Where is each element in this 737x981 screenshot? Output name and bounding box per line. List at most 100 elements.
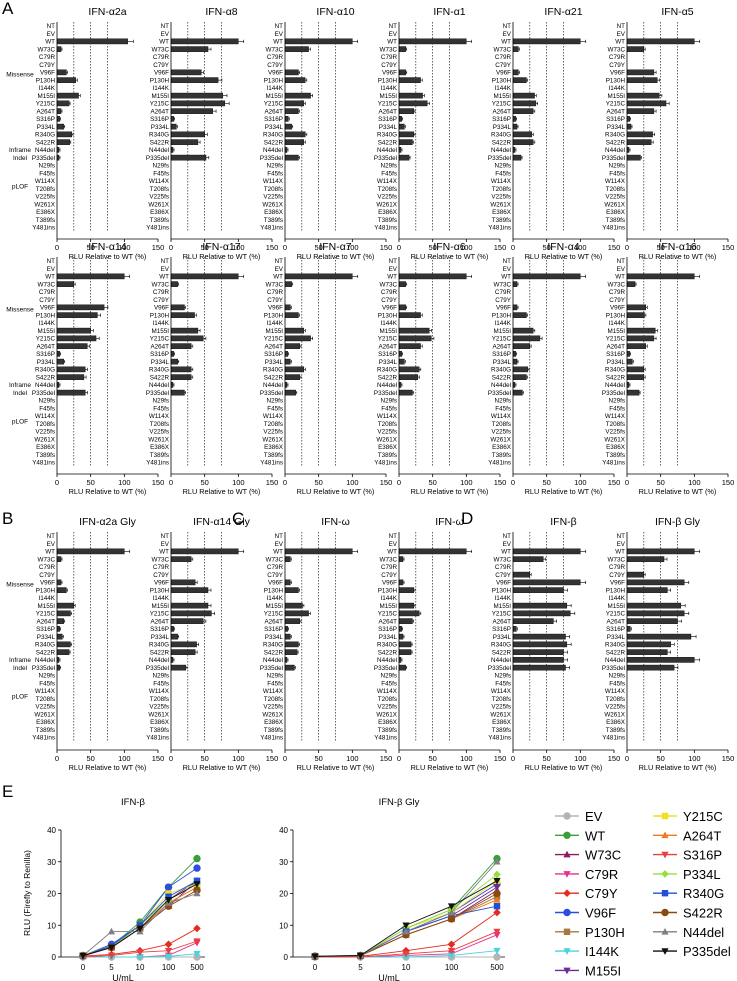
bar	[56, 273, 125, 280]
category-label: M155I	[379, 328, 397, 335]
category-label: Y481ins	[32, 735, 55, 742]
x-tick-label: 0	[397, 754, 401, 763]
category-label: C79Y	[609, 62, 626, 69]
category-label: WT	[273, 549, 283, 556]
bar	[398, 343, 421, 349]
legend-label: Y215C	[683, 809, 723, 824]
category-label: T389fs	[150, 217, 169, 224]
category-label: W73C	[494, 46, 512, 53]
category-label: S316P	[492, 351, 511, 358]
data-point	[661, 831, 669, 839]
category-label: S422R	[492, 649, 512, 656]
bar	[398, 92, 423, 99]
category-label: F45fs	[495, 680, 511, 687]
x-tick-label: 100	[118, 243, 131, 252]
category-label: P130H	[606, 77, 626, 84]
data-point	[107, 944, 116, 952]
legend-label: I144K	[585, 944, 619, 959]
category-label: W261X	[604, 711, 625, 718]
bar	[170, 327, 199, 334]
bar	[284, 664, 295, 671]
category-label: I144K	[267, 320, 284, 327]
category-label: T208fs	[150, 421, 169, 428]
bar	[512, 335, 541, 342]
x-tick-label: 100	[574, 754, 587, 763]
category-label: A264T	[36, 618, 55, 625]
category-label: M155I	[151, 93, 169, 100]
category-label: I144K	[609, 595, 626, 602]
category-label: P334L	[379, 124, 398, 131]
panel-title: IFN-α7	[319, 241, 351, 253]
line-panel-title: IFN-β Gly	[379, 797, 420, 808]
x-axis-label: U/mL	[112, 973, 134, 981]
category-label: W261X	[490, 711, 511, 718]
bar	[56, 304, 105, 311]
bar	[284, 374, 301, 380]
category-label: N29fs	[39, 163, 55, 170]
bar	[284, 139, 305, 145]
bar	[170, 602, 209, 609]
category-label: P335del	[32, 155, 55, 162]
group-label-indel: Inframe	[9, 657, 31, 664]
category-label: WT	[501, 549, 511, 556]
bar	[170, 626, 174, 632]
bar	[626, 123, 632, 130]
bar	[284, 633, 291, 640]
category-label: R340G	[35, 367, 55, 374]
category-label: P334L	[607, 359, 626, 366]
category-label: S422R	[150, 139, 170, 146]
bar	[170, 77, 219, 83]
bar	[398, 618, 413, 624]
bar	[170, 38, 239, 45]
data-point	[563, 871, 571, 878]
x-axis-label: RLU Relative to WT (%)	[69, 252, 147, 261]
x-tick-label: 0	[283, 243, 287, 252]
category-label: R340G	[35, 642, 55, 649]
category-label: W114X	[605, 178, 626, 185]
category-label: C79R	[381, 564, 398, 571]
category-label: Y215C	[36, 611, 56, 618]
x-tick-label: 50	[542, 754, 550, 763]
bar	[56, 38, 128, 45]
category-label: V225fs	[491, 194, 511, 201]
category-label: T208fs	[36, 421, 55, 428]
data-point	[447, 908, 456, 916]
category-label: E386X	[150, 444, 170, 451]
category-label: R340G	[605, 642, 625, 649]
category-label: P334L	[37, 124, 56, 131]
category-label: R340G	[35, 132, 55, 139]
category-label: I144K	[39, 320, 56, 327]
data-point	[402, 922, 410, 930]
bar	[512, 154, 522, 161]
bar	[512, 618, 554, 624]
y-tick-label: 0	[284, 953, 289, 962]
bar	[398, 389, 413, 396]
category-label: E386X	[378, 444, 398, 451]
category-label: F45fs	[39, 680, 55, 687]
category-label: V225fs	[491, 429, 511, 436]
legend-label: EV	[585, 809, 603, 824]
bar	[626, 633, 692, 640]
category-label: T389fs	[36, 217, 55, 224]
category-label: WT	[387, 274, 397, 281]
category-label: P130H	[492, 312, 512, 319]
category-label: S422R	[150, 374, 170, 381]
category-label: N29fs	[609, 398, 625, 405]
y-tick-label: 30	[47, 858, 56, 867]
category-label: F45fs	[267, 680, 283, 687]
data-point	[563, 889, 571, 897]
category-label: EV	[617, 266, 626, 273]
category-label: WT	[273, 274, 283, 281]
category-label: Y481ins	[602, 735, 625, 742]
category-label: WT	[159, 39, 169, 46]
bar	[512, 626, 517, 632]
category-label: V96F	[382, 70, 397, 77]
panel-label-C: C	[232, 509, 244, 528]
category-label: C79R	[267, 289, 284, 296]
category-label: V96F	[40, 70, 55, 77]
x-tick-label: 50	[86, 754, 94, 763]
category-label: I144K	[39, 595, 56, 602]
category-label: NT	[275, 258, 284, 265]
category-label: S316P	[150, 116, 169, 123]
